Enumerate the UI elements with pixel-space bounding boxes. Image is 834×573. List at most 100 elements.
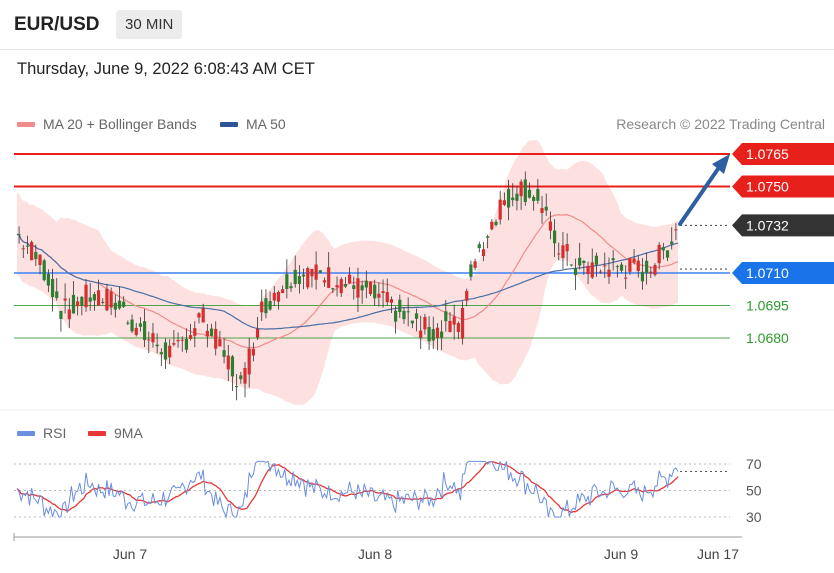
candle-body [247, 348, 251, 375]
candle-body [281, 289, 285, 294]
candle-body [117, 300, 122, 309]
level-tag-1.0750 [732, 175, 834, 198]
candle-body [456, 323, 460, 332]
timeframe-badge[interactable]: 30 MIN [116, 10, 183, 39]
candle-body [657, 244, 661, 264]
candle-body [289, 286, 293, 289]
candle-body [67, 309, 71, 320]
candle-body [377, 293, 381, 298]
chart-header: EUR/USD 30 MIN [0, 0, 834, 50]
candle-body [310, 269, 314, 277]
candle-body [578, 257, 582, 266]
candle-body [465, 290, 469, 301]
candles-layer [17, 171, 678, 401]
candle-body [481, 249, 486, 257]
level-label-1.0680: 1.0680 [746, 330, 789, 346]
level-tag-1.0765 [732, 143, 834, 165]
candle-body [490, 221, 494, 230]
candle-body [665, 250, 670, 258]
candle-body [419, 330, 423, 338]
candle-body [373, 284, 377, 299]
candle-body [389, 299, 394, 303]
candle-body [381, 291, 385, 294]
candle-body [163, 342, 168, 360]
candle-body [414, 313, 419, 319]
candle-body [168, 345, 172, 358]
ma50-line [16, 233, 679, 330]
candle-body [142, 321, 147, 341]
candle-body [276, 291, 281, 302]
candle-body [25, 245, 30, 247]
candle-body [448, 320, 452, 332]
candle-body [331, 288, 335, 290]
rsi-label: RSI [43, 425, 67, 441]
candle-body [406, 311, 410, 313]
candle-body [189, 335, 193, 339]
candle-body [59, 310, 63, 319]
rsi-panel: 70 50 30 [14, 456, 762, 525]
ma50-swatch [220, 121, 238, 127]
candle-body [50, 278, 55, 298]
level-tag-1.0732 [732, 214, 834, 237]
level-labels-layer: 1.0765 1.0750 1.0732 1.0710 1.0695 1.0680 [678, 143, 834, 346]
candle-body [473, 261, 477, 268]
candle-body [506, 189, 511, 208]
candle-body [515, 193, 519, 201]
candle-body [615, 266, 619, 268]
candle-body [398, 299, 402, 313]
candle-body [218, 339, 222, 347]
candle-body [661, 247, 665, 251]
ma20-swatch [17, 121, 35, 127]
candle-body [402, 310, 406, 320]
candle-body [21, 248, 25, 250]
candle-body [96, 290, 101, 306]
candle-body [293, 269, 297, 285]
candle-body [431, 329, 435, 341]
rsi-tick-30: 30 [746, 509, 762, 525]
candle-body [126, 322, 130, 324]
candle-body [134, 327, 138, 335]
rsi-tick-50: 50 [746, 483, 762, 499]
candle-body [356, 278, 360, 298]
candle-body [640, 271, 645, 282]
candle-body [30, 241, 34, 261]
candle-body [645, 260, 649, 273]
candle-body [201, 308, 205, 323]
candle-body [611, 258, 615, 261]
candle-body [130, 319, 134, 332]
candle-body [327, 267, 331, 288]
candle-body [214, 328, 218, 349]
candle-body [268, 301, 272, 310]
candle-body [619, 264, 624, 271]
rsi-ma-label: 9MA [114, 425, 143, 441]
legend-ma20: MA 20 + Bollinger Bands [17, 116, 197, 132]
candle-body [469, 264, 473, 277]
candle-body [511, 197, 515, 201]
candle-body [427, 326, 431, 342]
candle-body [42, 260, 46, 281]
level-label-1.0732: 1.0732 [746, 217, 789, 233]
candle-body [239, 375, 243, 380]
candle-body [502, 200, 506, 205]
candle-body [494, 221, 498, 226]
candle-body [260, 301, 264, 313]
rsi-ma-line [16, 460, 679, 514]
candle-body [193, 328, 197, 336]
candle-body [352, 285, 356, 289]
candle-body [172, 343, 176, 345]
candle-body [88, 297, 92, 302]
time-tick-Jun-7: Jun 7 [113, 546, 147, 562]
candle-body [561, 245, 565, 259]
candle-body [226, 355, 230, 370]
level-label-1.0710: 1.0710 [746, 265, 789, 281]
candle-body [101, 301, 105, 303]
forecast-arrow-shaft [678, 164, 722, 226]
candle-body [63, 298, 67, 301]
symbol-title: EUR/USD [14, 14, 100, 35]
legend-rsi: RSI [17, 425, 66, 441]
candle-body [205, 330, 209, 337]
candle-body [532, 196, 536, 202]
candle-body [272, 292, 276, 301]
candle-body [435, 327, 440, 338]
